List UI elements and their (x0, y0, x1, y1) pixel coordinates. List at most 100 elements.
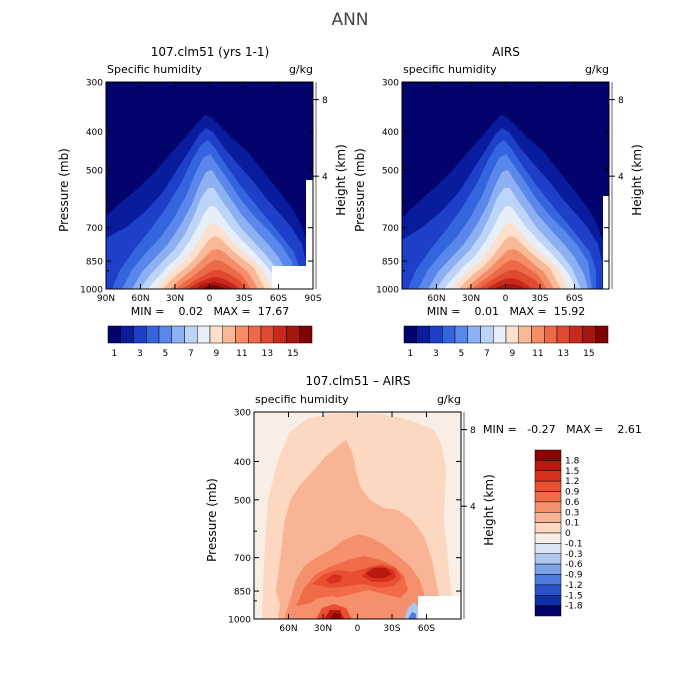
colorbar-label: 0.1 (565, 519, 579, 529)
panel-title: 107.clm51 (yrs 1-1) (151, 45, 270, 59)
colorbar-label: -1.8 (565, 602, 583, 612)
x-tick-label: 30S (235, 294, 252, 304)
colorbar-label: -0.3 (565, 550, 583, 560)
y-tick-label: 400 (382, 128, 399, 138)
panel-subtitle-right: g/kg (289, 63, 313, 76)
colorbar: 1 3 5 7 9 11 13 15 (403, 325, 609, 359)
y-axis-title: Pressure (mb) (57, 148, 71, 232)
height-tick-label: 8 (618, 96, 624, 106)
panel-title: AIRS (492, 45, 520, 59)
colorbar-label: 1.8 (565, 456, 580, 466)
colorbar-swatch (534, 449, 562, 461)
colorbar-label: 0 (565, 529, 571, 539)
colorbar-label: 0.9 (565, 488, 580, 498)
axis-ticks: 300 400 500 700 850 1000 60N 30N 0 30S 60S 8 4 (228, 409, 476, 635)
colorbar-swatch (107, 325, 121, 344)
stats-text: MIN = 0.02 MAX = 17.67 (131, 305, 289, 318)
colorbar-swatch (531, 325, 545, 344)
height-tick-label: 4 (322, 173, 328, 183)
x-tick-label: 60N (279, 624, 297, 634)
colorbar-swatch (534, 563, 562, 575)
colorbar-swatch (582, 325, 596, 344)
y-tick-label: 1000 (376, 286, 399, 296)
y-right-axis-title: Height (km) (482, 474, 496, 545)
colorbar-swatch (534, 522, 562, 534)
y-tick-label: 400 (86, 128, 103, 138)
panel-model: 107.clm51 (yrs 1-1) Specific humidity g/… (57, 45, 348, 359)
colorbar-swatch (544, 325, 558, 344)
x-tick-label: 60S (566, 294, 583, 304)
y-tick-label: 700 (234, 554, 251, 564)
y-tick-label: 500 (86, 166, 103, 176)
colorbar-swatch (534, 543, 562, 554)
colorbar-label: 1.5 (565, 467, 579, 477)
colorbar-swatch (222, 325, 236, 344)
stats-text: MIN = -0.27 MAX = 2.61 (483, 423, 642, 436)
colorbar-swatch (534, 460, 562, 471)
colorbar-label: 0.3 (565, 508, 579, 518)
colorbar-swatch (171, 325, 185, 344)
panel-subtitle-right: g/kg (585, 63, 609, 76)
colorbar-swatch (184, 325, 198, 344)
x-tick-label: 30N (166, 294, 184, 304)
colorbar-swatch (235, 325, 249, 344)
colorbar-swatch (429, 325, 443, 344)
x-tick-label: 0 (503, 294, 509, 304)
colorbar-label: 15 (583, 349, 594, 359)
colorbar-swatch (534, 470, 562, 482)
panel-subtitle-right: g/kg (437, 393, 461, 406)
colorbar-label: 5 (163, 349, 169, 359)
colorbar-label: 1.2 (565, 477, 579, 487)
colorbar-label: 5 (459, 349, 465, 359)
colorbar-label: 9 (510, 349, 516, 359)
colorbar-swatch (534, 491, 562, 503)
colorbar-swatch (467, 325, 481, 344)
y-axis-title: Pressure (mb) (353, 148, 367, 232)
colorbar-label: 7 (484, 349, 490, 359)
contour-field (402, 82, 609, 289)
colorbar-swatch (416, 325, 430, 344)
y-tick-label: 300 (234, 409, 251, 419)
panel-subtitle-left: specific humidity (255, 393, 349, 406)
colorbar-swatch (534, 480, 562, 492)
x-tick-label: 60N (427, 294, 445, 304)
x-tick-label: 30S (531, 294, 548, 304)
y-tick-label: 850 (382, 258, 399, 268)
x-tick-label: 90N (97, 294, 115, 304)
colorbar-swatch (248, 325, 262, 344)
panel-subtitle-left: Specific humidity (107, 63, 202, 76)
colorbar-swatch (403, 325, 417, 344)
y-tick-label: 500 (234, 496, 251, 506)
y-right-axis-title: Height (km) (630, 144, 644, 215)
colorbar-swatch (534, 584, 562, 596)
colorbar-swatch (534, 501, 562, 513)
colorbar-label: 0.6 (565, 498, 580, 508)
colorbar-swatch (299, 325, 313, 344)
y-tick-label: 500 (382, 166, 399, 176)
colorbar-swatch (260, 325, 274, 344)
page-title: ANN (331, 10, 369, 30)
colorbar-swatch (146, 325, 160, 344)
colorbar-label: 9 (214, 349, 220, 359)
x-tick-label: 60S (270, 294, 287, 304)
colorbar: 1.81.51.20.90.60.30.10-0.1-0.3-0.6-0.9-1… (534, 449, 583, 617)
colorbar-label: -0.6 (565, 560, 583, 570)
colorbar-swatch (286, 325, 300, 344)
colorbar-label: -0.1 (565, 539, 583, 549)
y-tick-label: 400 (234, 458, 251, 468)
colorbar-swatch (534, 595, 562, 606)
x-tick-label: 30N (462, 294, 480, 304)
x-tick-label: 0 (355, 624, 361, 634)
colorbar-swatch (480, 325, 494, 344)
colorbar-swatch (120, 325, 134, 344)
y-right-axis-title: Height (km) (334, 144, 348, 215)
colorbar: 1 3 5 7 9 11 13 15 (107, 325, 313, 359)
contour-field (254, 412, 461, 619)
y-tick-label: 850 (234, 588, 251, 598)
y-tick-label: 1000 (80, 286, 103, 296)
contour-field (106, 82, 313, 289)
colorbar-swatch (534, 574, 562, 586)
colorbar-swatch (505, 325, 519, 344)
colorbar-label: 1 (112, 349, 118, 359)
colorbar-swatch (133, 325, 147, 344)
